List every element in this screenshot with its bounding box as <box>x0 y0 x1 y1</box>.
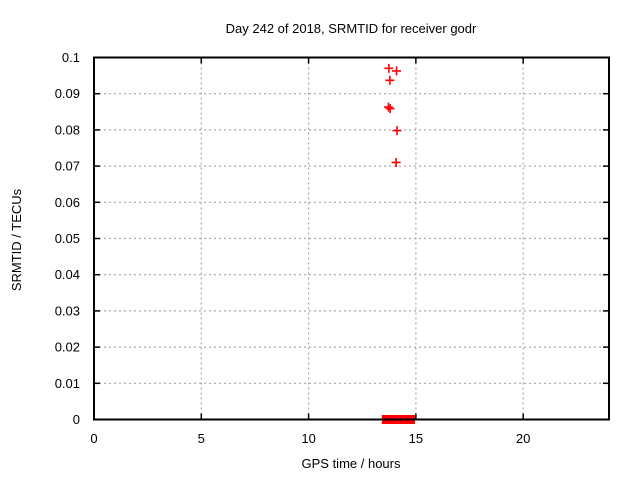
x-axis-label: GPS time / hours <box>302 456 401 471</box>
data-point-marker <box>385 75 395 85</box>
y-tick-label: 0.06 <box>55 195 80 210</box>
y-tick-label: 0.05 <box>55 231 80 246</box>
axis-ticks <box>93 56 609 421</box>
y-axis-label: SRMTID / TECUs <box>9 188 24 291</box>
data-point-marker <box>392 126 402 136</box>
plot-border <box>93 56 610 421</box>
y-tick-label: 0.08 <box>55 122 80 137</box>
data-point-marker <box>385 104 395 114</box>
data-points <box>378 63 419 424</box>
x-tick-label: 5 <box>198 431 205 446</box>
x-tick-label: 0 <box>90 431 97 446</box>
y-tick-label: 0.1 <box>62 50 80 65</box>
chart-title: Day 242 of 2018, SRMTID for receiver god… <box>226 21 477 36</box>
y-tick-label: 0.02 <box>55 340 80 355</box>
data-point-marker <box>383 102 393 112</box>
y-tick-label: 0.07 <box>55 159 80 174</box>
y-tick-label: 0.03 <box>55 303 80 318</box>
tick-labels: 0 5 10 15 20 0 0.01 0.02 0.03 0.04 0.05 0.06 0.07 0.0… <box>55 50 531 446</box>
data-point-marker <box>384 63 394 73</box>
x-tick-label: 10 <box>301 431 315 446</box>
y-tick-label: 0 <box>73 412 80 427</box>
data-point-marker <box>391 157 401 167</box>
x-tick-label: 15 <box>409 431 423 446</box>
grid-lines <box>94 57 609 420</box>
x-tick-label: 20 <box>516 431 530 446</box>
data-point-marker <box>392 66 402 76</box>
y-tick-label: 0.09 <box>55 86 80 101</box>
y-tick-label: 0.01 <box>55 376 80 391</box>
y-tick-label: 0.04 <box>55 267 80 282</box>
